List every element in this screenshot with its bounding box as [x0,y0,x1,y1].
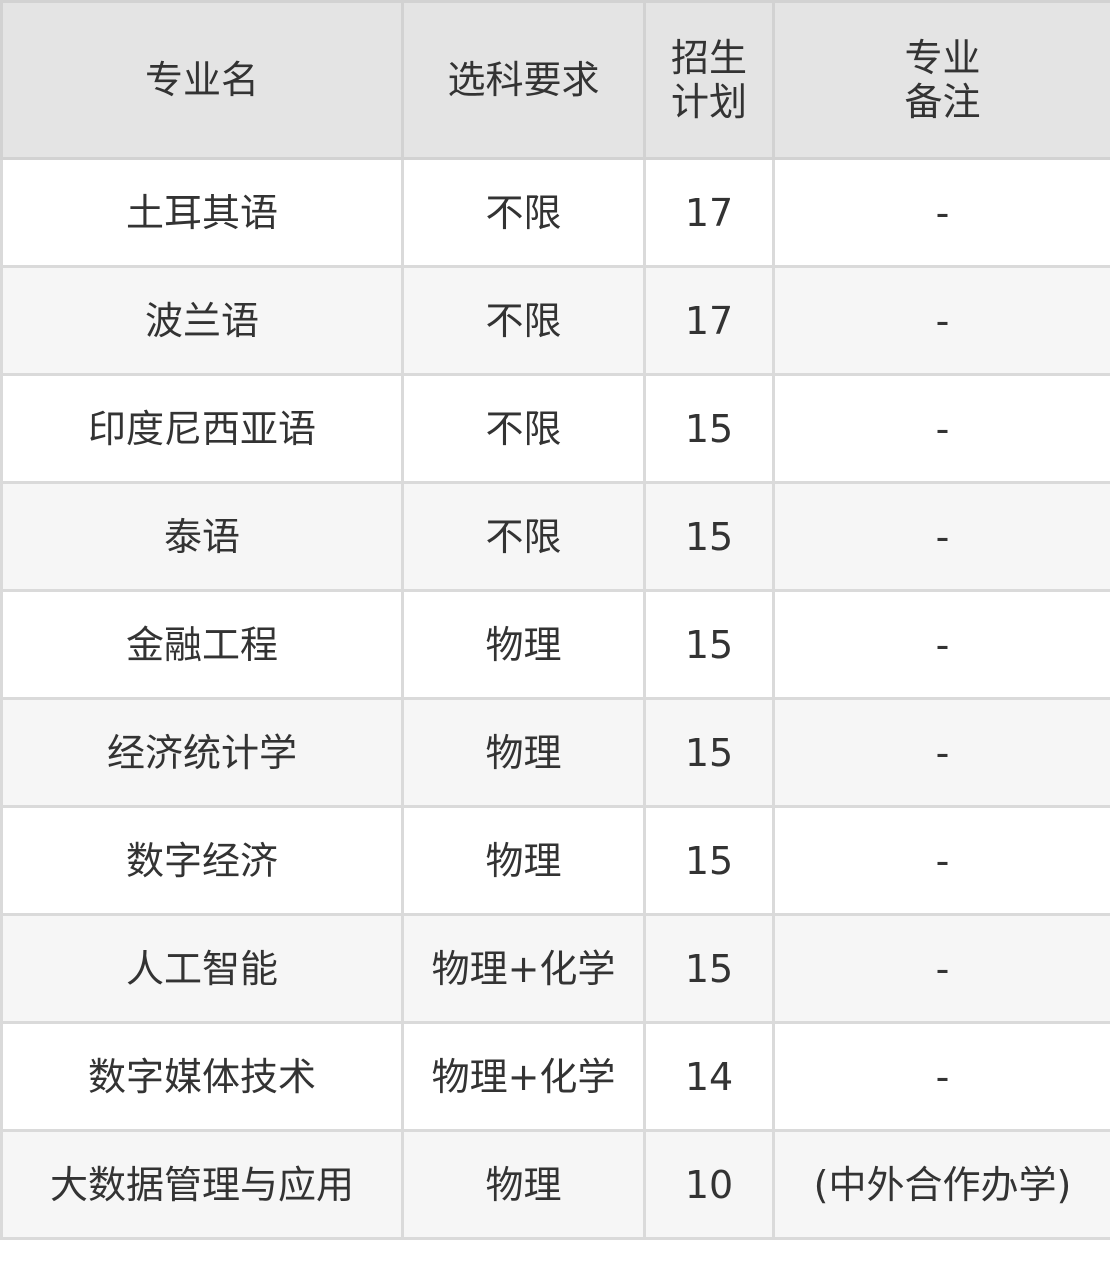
cell-notes: - [772,1021,1110,1132]
table-row: 波兰语 不限 17- [0,265,1110,376]
cell-subject-requirement: 物理 [401,697,646,808]
cell-subject-requirement: 不限 [401,373,646,484]
table-row: 数字媒体技术 物理+化学 14- [0,1021,1110,1132]
header-enrollment-plan: 招生 计划 [643,0,775,160]
cell-notes: - [772,589,1110,700]
cell-major: 人工智能 [0,913,404,1024]
cell-enrollment-plan: 15 [643,805,775,916]
cell-notes: (中外合作办学) [772,1129,1110,1240]
cell-enrollment-plan: 15 [643,913,775,1024]
cell-major: 数字经济 [0,805,404,916]
table-row: 土耳其语 不限 17- [0,157,1110,268]
cell-major: 金融工程 [0,589,404,700]
cell-enrollment-plan: 14 [643,1021,775,1132]
table-row: 印度尼西亚语 不限 15- [0,373,1110,484]
cell-subject-requirement: 不限 [401,157,646,268]
cell-enrollment-plan: 17 [643,157,775,268]
cell-notes: - [772,157,1110,268]
admissions-table: 专业名 选科要求 招生 计划 专业 备注 土耳其语 不限 17- 波兰语 不限 17- 印度… [0,0,1110,1240]
table-row: 人工智能 物理+化学 15- [0,913,1110,1024]
cell-notes: - [772,481,1110,592]
cell-enrollment-plan: 15 [643,481,775,592]
cell-major: 经济统计学 [0,697,404,808]
cell-enrollment-plan: 15 [643,697,775,808]
cell-subject-requirement: 物理 [401,805,646,916]
cell-subject-requirement: 物理+化学 [401,913,646,1024]
cell-subject-requirement: 不限 [401,481,646,592]
cell-enrollment-plan: 10 [643,1129,775,1240]
table-row: 泰语 不限 15- [0,481,1110,592]
cell-subject-requirement: 物理+化学 [401,1021,646,1132]
cell-major: 数字媒体技术 [0,1021,404,1132]
cell-enrollment-plan: 17 [643,265,775,376]
cell-notes: - [772,373,1110,484]
header-subject-requirement: 选科要求 [401,0,646,160]
cell-major: 波兰语 [0,265,404,376]
cell-major: 印度尼西亚语 [0,373,404,484]
cell-major: 土耳其语 [0,157,404,268]
cell-major: 泰语 [0,481,404,592]
cell-notes: - [772,697,1110,808]
cell-subject-requirement: 物理 [401,1129,646,1240]
cell-notes: - [772,805,1110,916]
cell-notes: - [772,913,1110,1024]
cell-enrollment-plan: 15 [643,589,775,700]
table-row: 大数据管理与应用 物理 10 (中外合作办学) [0,1129,1110,1240]
table-row: 数字经济 物理 15- [0,805,1110,916]
header-row: 专业名 选科要求 招生 计划 专业 备注 [0,0,1110,160]
header-major: 专业名 [0,0,404,160]
header-notes: 专业 备注 [772,0,1110,160]
table-row: 经济统计学 物理 15- [0,697,1110,808]
cell-enrollment-plan: 15 [643,373,775,484]
table-row: 金融工程 物理 15- [0,589,1110,700]
cell-subject-requirement: 物理 [401,589,646,700]
cell-subject-requirement: 不限 [401,265,646,376]
cell-major: 大数据管理与应用 [0,1129,404,1240]
cell-notes: - [772,265,1110,376]
